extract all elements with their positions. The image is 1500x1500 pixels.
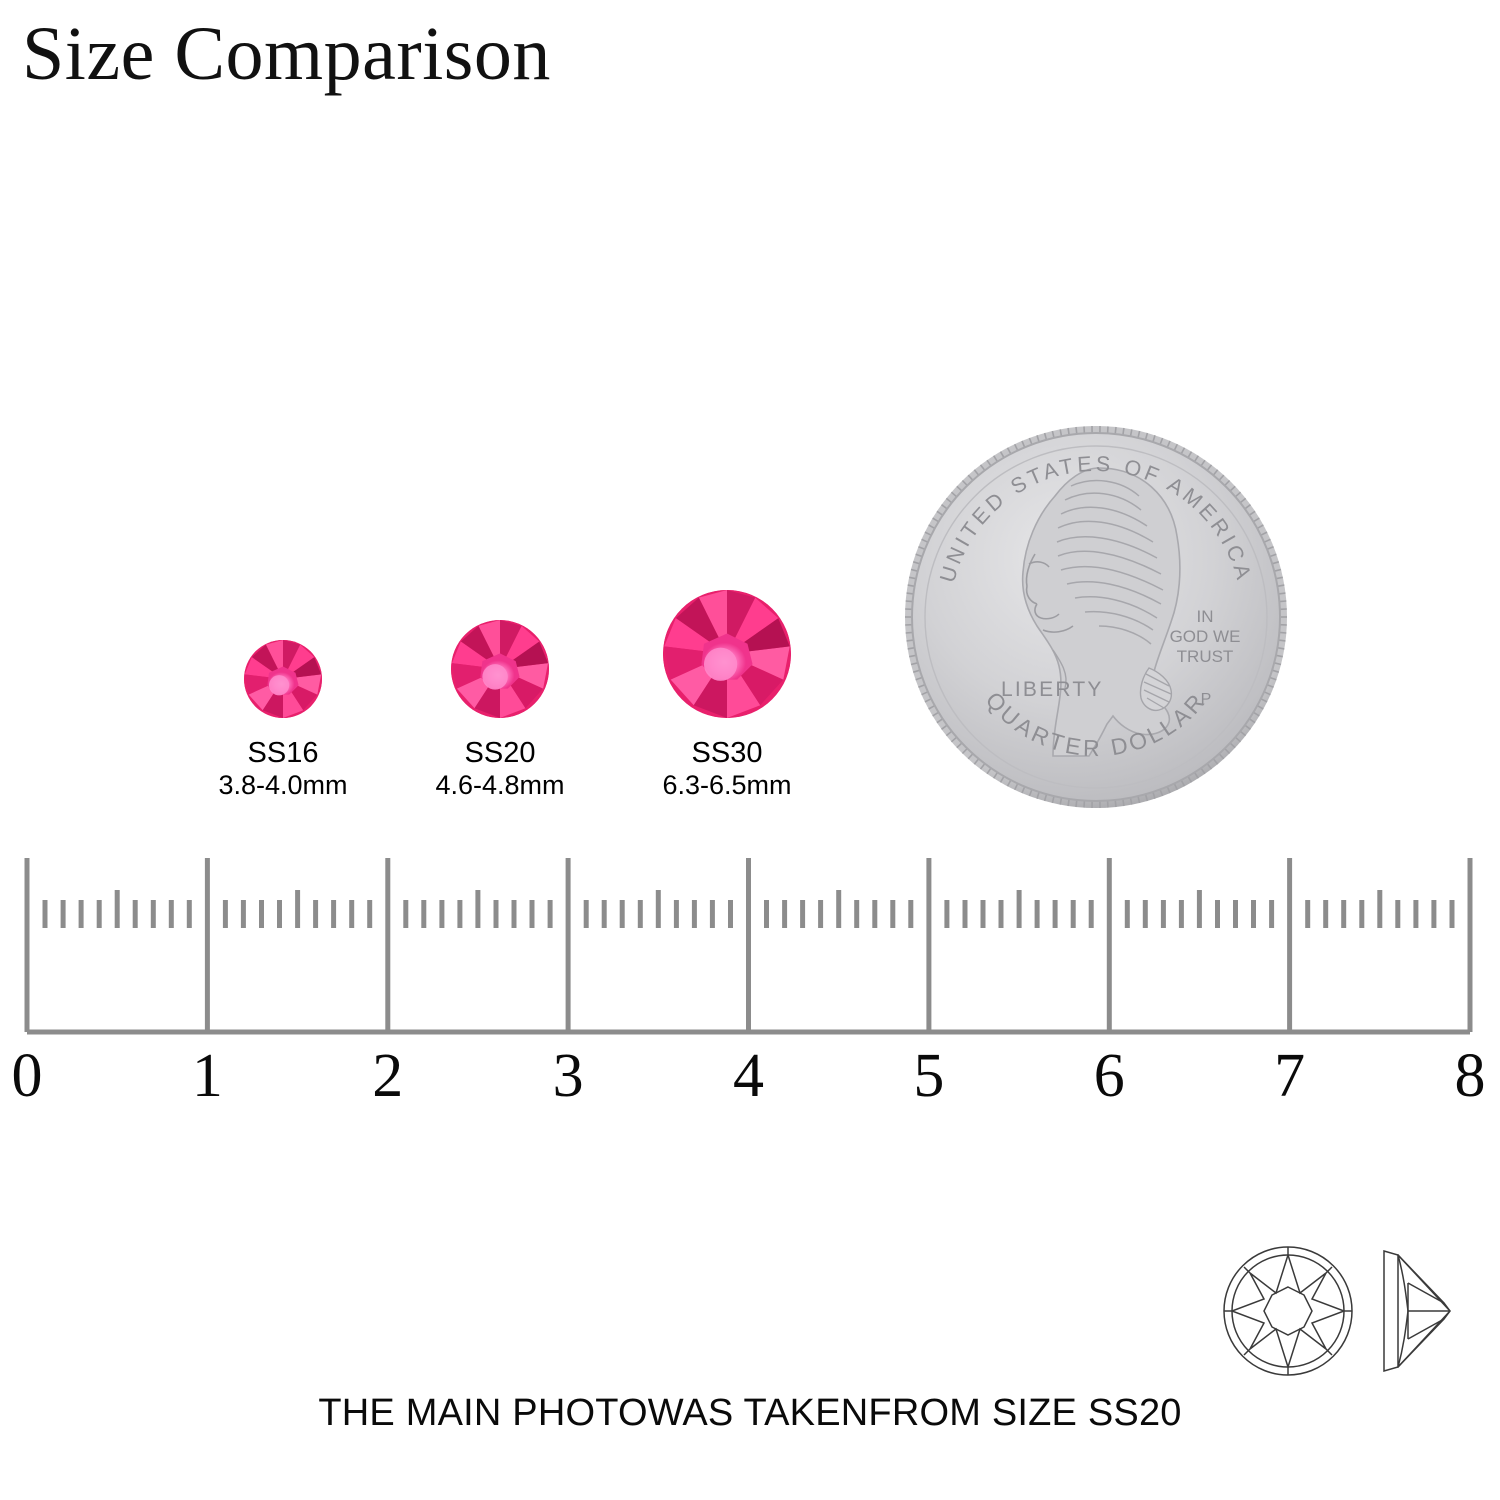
coin-motto-line-1: IN	[1197, 607, 1214, 626]
coin-motto-line-2: GOD WE	[1170, 627, 1241, 646]
flatback-side-profile-icon	[1383, 1250, 1451, 1372]
rhinestone-ss20	[451, 620, 549, 718]
ruler-number-2: 2	[372, 1042, 404, 1110]
gem-group-ss20: SS20 4.6-4.8mm	[400, 580, 600, 802]
ruler-number-4: 4	[733, 1042, 764, 1110]
coin-motto-line-3: TRUST	[1177, 647, 1234, 666]
coin-mintmark: P	[1201, 691, 1212, 708]
ruler-number-6: 6	[1093, 1042, 1125, 1110]
gem-label-ss16: SS16	[247, 737, 319, 769]
rhinestone-ss16	[244, 640, 322, 718]
ruler-number-5: 5	[913, 1042, 945, 1110]
gem-group-ss30: SS30 6.3-6.5mm	[627, 580, 827, 802]
ruler-number-8: 8	[1454, 1042, 1486, 1110]
flatback-top-view-icon	[1223, 1246, 1353, 1376]
facet-diagrams	[1222, 1243, 1470, 1379]
gem-size-ss20: 4.6-4.8mm	[435, 770, 565, 801]
gem-group-ss16: SS16 3.8-4.0mm	[183, 580, 383, 802]
rhinestone-ss30	[663, 590, 791, 718]
ruler-number-7: 7	[1274, 1042, 1306, 1110]
gem-label-ss20: SS20	[464, 737, 536, 769]
footer-caption: THE MAIN PHOTOWAS TAKENFROM SIZE SS20	[318, 1392, 1182, 1434]
gem-size-ss16: 3.8-4.0mm	[218, 770, 348, 801]
ruler-number-3: 3	[552, 1042, 584, 1110]
us-quarter-coin: UNITED STATES OF AMERICA QUARTER DOLLAR …	[903, 424, 1289, 810]
gem-size-ss30: 6.3-6.5mm	[662, 770, 792, 801]
ruler-number-1: 1	[191, 1042, 223, 1110]
coin-liberty: LIBERTY	[1001, 678, 1104, 701]
gem-label-ss30: SS30	[691, 737, 763, 769]
page-title: Size Comparison	[22, 12, 551, 96]
ruler-number-0: 0	[11, 1042, 43, 1110]
ruler	[0, 845, 1500, 1055]
